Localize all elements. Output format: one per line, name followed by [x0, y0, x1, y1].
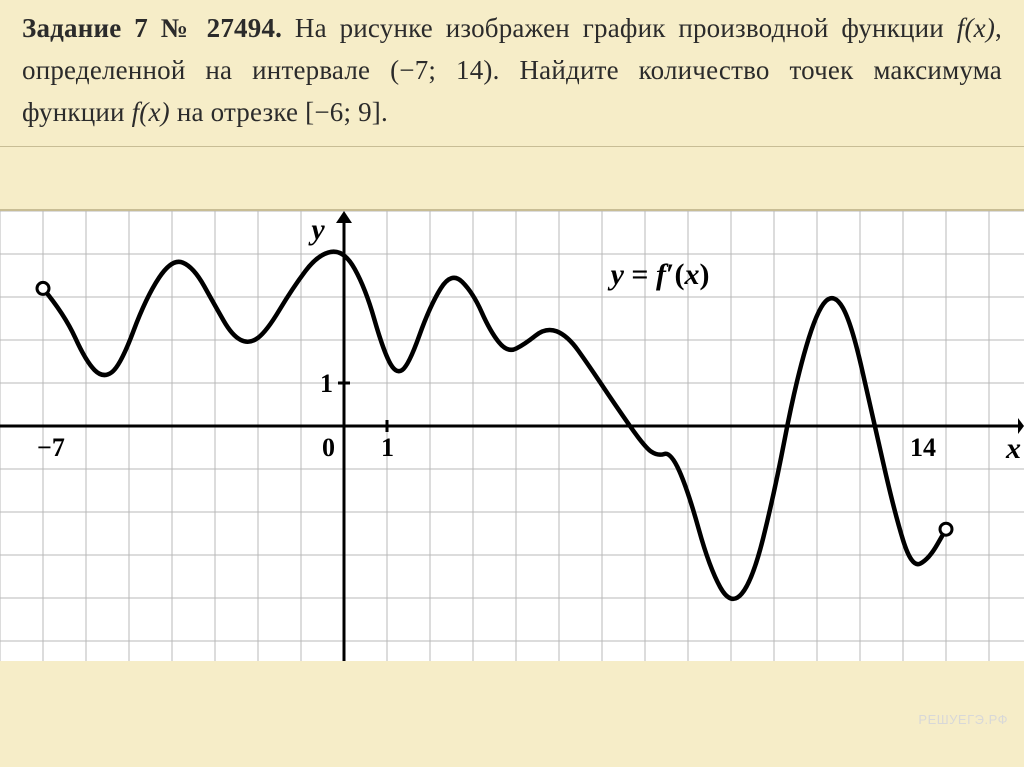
svg-text:14: 14: [910, 433, 936, 462]
problem-statement: Задание 7 № 27494. На рисунке изображен …: [0, 0, 1024, 146]
svg-text:x: x: [1005, 432, 1021, 465]
chart-container: y x 0 1 1 −7 14 y = f′(x): [0, 210, 1024, 661]
svg-text:1: 1: [381, 433, 394, 462]
derivative-graph: y x 0 1 1 −7 14 y = f′(x): [0, 211, 1024, 661]
svg-text:1: 1: [320, 369, 333, 398]
problem-text-3: на отрезке [−6; 9].: [170, 97, 388, 127]
problem-text-1: На рисунке изображен график производной …: [282, 13, 957, 43]
fx-2: f(x): [132, 97, 170, 127]
svg-text:y: y: [308, 213, 325, 246]
fx-1: f(x): [957, 13, 995, 43]
task-label: Задание 7 № 27494.: [22, 13, 282, 43]
svg-text:y = f′(x): y = f′(x): [608, 258, 710, 291]
svg-text:−7: −7: [37, 433, 65, 462]
svg-text:0: 0: [322, 433, 335, 462]
watermark: РЕШУЕГЭ.РФ: [918, 712, 1008, 727]
spacer: [0, 147, 1024, 209]
